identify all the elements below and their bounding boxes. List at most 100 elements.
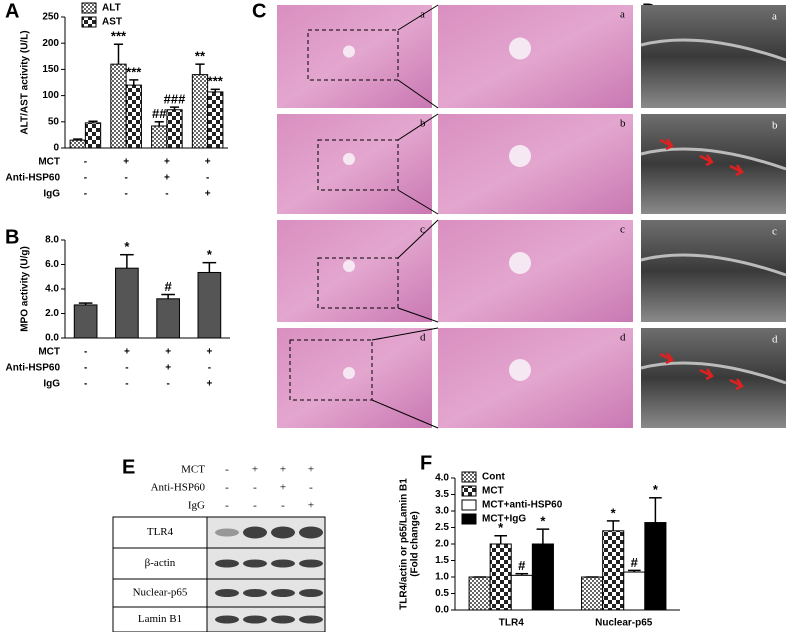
y-tick-label: 100 [42, 90, 59, 101]
treatment-sign: - [253, 482, 257, 494]
treatment-sign: + [124, 347, 130, 358]
label-frame [112, 606, 208, 632]
treatment-sign: + [205, 157, 211, 168]
blot-band [215, 559, 239, 568]
y-tick-label: 6.0 [45, 259, 59, 270]
micrograph-low [277, 220, 432, 322]
significance: # [631, 555, 639, 570]
y-tick-label: 4.0 [435, 473, 449, 484]
micrograph-low [277, 114, 432, 214]
y-axis-label: MPO activity (U/g) [20, 246, 31, 332]
blot-band [271, 526, 295, 539]
legend-swatch [461, 499, 477, 511]
significance: ## [152, 106, 167, 121]
significance: *** [126, 64, 142, 79]
blot-band [243, 526, 267, 539]
significance: *** [208, 74, 224, 89]
y-axis-label: TLR4/actin or p65/Lamin B1 [399, 478, 410, 610]
legend-swatch [461, 485, 477, 497]
blot-label: Lamin B1 [138, 613, 182, 625]
zoom-line [397, 79, 439, 109]
y-tick-label: 0.0 [45, 333, 59, 344]
blot-band [299, 559, 323, 568]
blot-band [243, 615, 267, 624]
bar [125, 84, 142, 149]
treatment-sign: + [165, 363, 171, 374]
treatment-sign: - [84, 379, 87, 390]
treatment-sign: - [225, 500, 229, 512]
blot-band [299, 589, 323, 597]
bar [156, 298, 180, 339]
treatment-sign: - [165, 189, 168, 200]
treatment-sign: - [125, 363, 128, 374]
sem-texture [640, 147, 787, 171]
image-label: b [620, 118, 626, 130]
bar [581, 576, 604, 611]
y-tick-label: 0.5 [435, 588, 449, 599]
y-tick-label: 3.0 [435, 506, 449, 517]
vein [509, 145, 531, 167]
treatment-sign: - [253, 500, 257, 512]
zoom-line [397, 189, 439, 215]
bar [207, 91, 224, 149]
treatment-sign: - [166, 379, 169, 390]
y-tick-label: 0 [53, 143, 59, 154]
bar [115, 267, 139, 339]
vein [343, 367, 355, 379]
treatment-label: MCT [38, 157, 60, 168]
y-tick-label: 1.5 [435, 555, 449, 566]
treatment-sign: - [206, 173, 209, 184]
treatment-sign: + [206, 379, 212, 390]
blot-band [299, 526, 323, 539]
significance: # [165, 279, 173, 294]
panel-label: A [5, 0, 19, 22]
vein [509, 359, 531, 381]
treatment-sign: - [84, 347, 87, 358]
treatment-sign: - [84, 363, 87, 374]
y-tick-label: 0.0 [435, 605, 449, 616]
zoom-line [371, 399, 439, 429]
significance: * [611, 505, 617, 520]
bar [468, 576, 491, 611]
image-label: a [420, 9, 425, 21]
vein [509, 37, 531, 60]
y-tick-label: 3.5 [435, 489, 449, 500]
treatment-sign: - [225, 464, 229, 476]
zoom-line [397, 219, 439, 259]
y-tick-label: 1.0 [435, 572, 449, 583]
blot-band [271, 559, 295, 568]
legend-label: Cont [482, 472, 505, 483]
micrograph-high [438, 328, 633, 428]
vein [343, 153, 355, 165]
bar [197, 271, 222, 339]
zoom-box [307, 29, 399, 81]
legend-label: MCT+anti-HSP60 [482, 500, 563, 511]
y-axis-label: (Fold change) [410, 511, 421, 577]
arrow [659, 138, 674, 151]
image-label: c [420, 224, 425, 236]
treatment-label: Anti-HSP60 [6, 363, 61, 374]
bar [151, 125, 168, 149]
treatment-sign: + [280, 482, 286, 494]
treatment-sign: + [308, 500, 314, 512]
treatment-sign: - [84, 189, 87, 200]
sem-image [641, 328, 786, 428]
bar [644, 522, 667, 611]
panel-label: C [252, 0, 266, 22]
image-label: b [420, 118, 426, 130]
panel-label: F [420, 452, 432, 474]
y-tick-label: 250 [42, 12, 59, 23]
blot-band [215, 589, 239, 597]
blot-band [243, 559, 267, 568]
zoom-line [397, 4, 439, 31]
significance: * [540, 514, 546, 529]
legend-label: MCT+IgG [482, 514, 526, 525]
legend-label: MCT [482, 486, 504, 497]
treatment-label: Anti-HSP60 [6, 173, 61, 184]
treatment-sign: + [165, 347, 171, 358]
image-label: c [772, 226, 777, 238]
sem-image [641, 114, 786, 214]
image-label: d [420, 332, 426, 344]
legend-swatch [461, 471, 477, 483]
